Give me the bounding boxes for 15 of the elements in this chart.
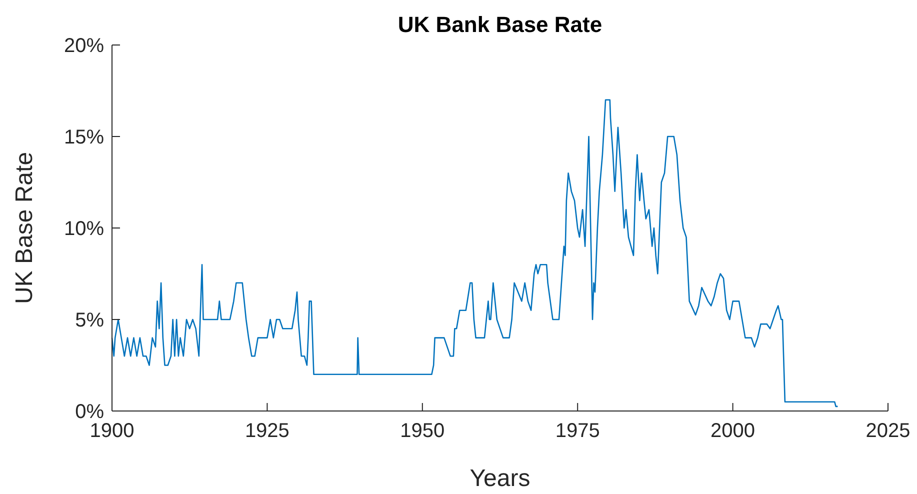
x-tick-label: 2025 xyxy=(866,420,910,442)
chart-title: UK Bank Base Rate xyxy=(398,12,602,37)
x-tick-label: 1950 xyxy=(400,420,445,442)
x-tick-label: 2000 xyxy=(710,420,756,442)
x-tick-label: 1900 xyxy=(90,420,134,442)
x-tick-label: 1925 xyxy=(244,420,290,442)
y-tick-label: 5% xyxy=(75,310,104,332)
line-series xyxy=(111,99,838,408)
y-tick-label: 15% xyxy=(64,126,104,148)
x-tick-label: 1975 xyxy=(555,420,600,442)
y-axis-title: UK Base Rate xyxy=(11,152,38,304)
x-axis-title: Years xyxy=(470,465,530,492)
y-tick-label: 0% xyxy=(75,401,104,423)
y-tick-label: 20% xyxy=(64,35,104,57)
y-tick-label: 10% xyxy=(64,218,104,240)
